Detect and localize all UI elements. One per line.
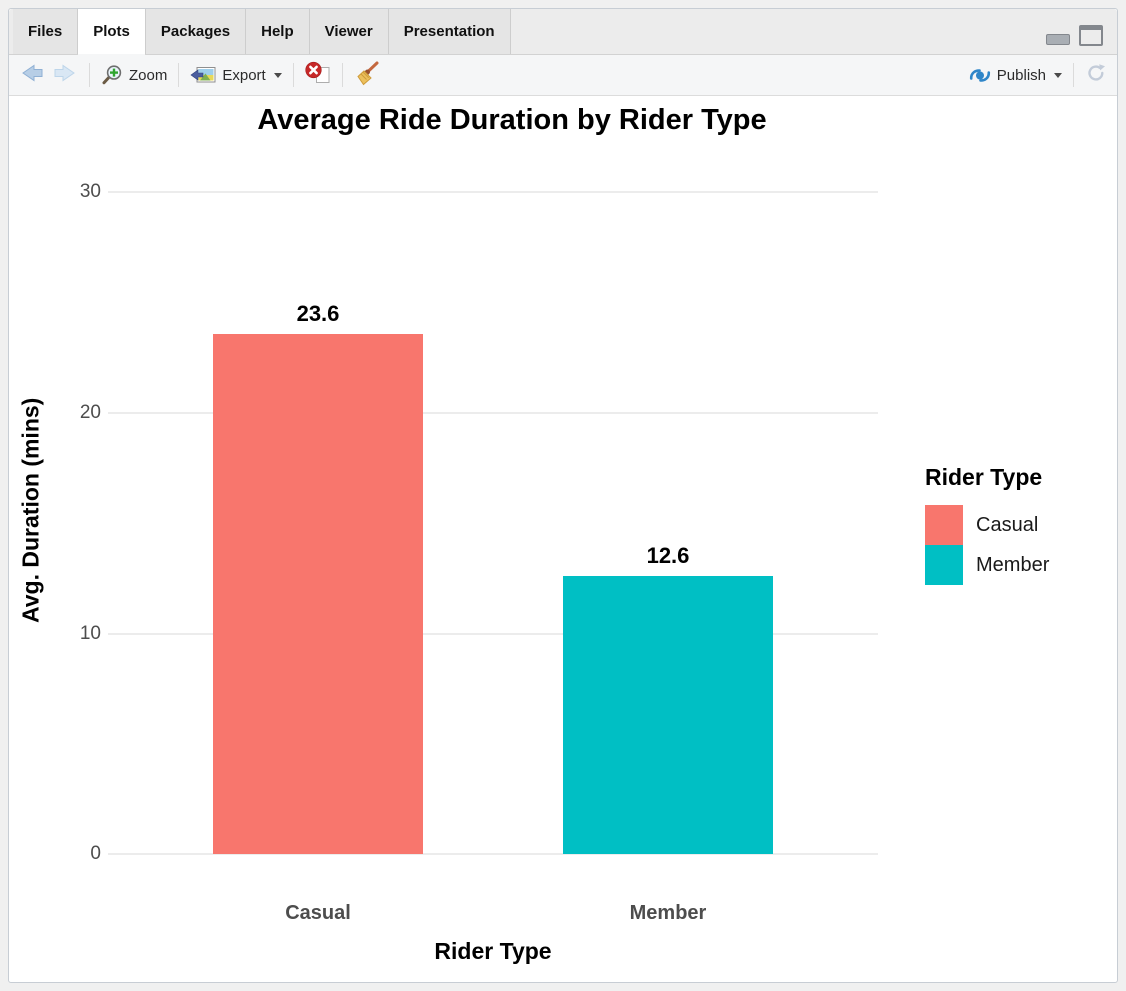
tab-packages[interactable]: Packages — [145, 9, 247, 54]
y-tick-label: 30 — [79, 181, 101, 203]
zoom-magnifier-icon — [102, 65, 122, 85]
x-axis-title: Rider Type — [434, 938, 552, 964]
x-tick-label: Casual — [285, 902, 351, 924]
plots-toolbar: Zoom Export — [9, 55, 1117, 96]
back-arrow-icon — [22, 64, 43, 82]
pane-tab-bar: Files Plots Packages Help Viewer Present… — [9, 9, 1117, 55]
publish-button[interactable]: Publish — [968, 67, 1062, 84]
broom-icon — [357, 61, 379, 86]
tab-files[interactable]: Files — [13, 9, 79, 54]
tab-help[interactable]: Help — [246, 9, 310, 54]
bar-value-label: 23.6 — [296, 300, 340, 326]
chart-title: Average Ride Duration by Rider Type — [257, 104, 767, 136]
toolbar-separator — [178, 63, 180, 87]
y-tick-label: 0 — [90, 843, 101, 864]
refresh-icon — [1088, 64, 1105, 81]
minimize-pane-icon[interactable] — [1046, 34, 1070, 45]
toolbar-right-group: Publish — [968, 62, 1107, 88]
gridline — [108, 411, 878, 414]
tab-help-label: Help — [261, 23, 294, 40]
y-axis-title: Avg. Duration (mins) — [17, 397, 44, 623]
tab-plots[interactable]: Plots — [78, 9, 146, 55]
export-dropdown-caret[interactable] — [273, 72, 282, 78]
x-axis-ticks: Casual Member — [108, 902, 878, 928]
bar-member — [563, 576, 773, 854]
legend-entry: Casual — [925, 505, 1049, 545]
zoom-button-label: Zoom — [129, 66, 168, 84]
tab-viewer-label: Viewer — [324, 23, 373, 40]
zoom-button[interactable]: Zoom — [101, 64, 167, 86]
export-button-label: Export — [222, 66, 266, 84]
tab-files-label: Files — [28, 23, 63, 40]
gridline — [108, 853, 878, 855]
y-tick-label: 10 — [79, 622, 101, 644]
remove-plot-icon — [305, 61, 330, 83]
bar-value-label: 12.6 — [646, 543, 690, 569]
refresh-plot-button[interactable] — [1085, 62, 1107, 88]
legend-entries: Casual Member — [925, 505, 1049, 585]
toolbar-separator — [1073, 63, 1074, 87]
maximize-pane-icon[interactable] — [1079, 25, 1103, 46]
export-button[interactable]: Export — [190, 65, 282, 85]
gridline — [108, 191, 878, 194]
back-plot-button[interactable] — [19, 62, 45, 88]
chart-legend: Rider Type Casual Member — [925, 464, 1049, 585]
remove-plot-button[interactable] — [305, 61, 331, 89]
bar-casual — [213, 333, 423, 854]
publish-button-label: Publish — [996, 66, 1046, 84]
legend-swatch — [925, 545, 963, 585]
clear-all-plots-button[interactable] — [354, 60, 380, 90]
legend-label: Member — [976, 553, 1050, 576]
legend-title: Rider Type — [925, 464, 1043, 490]
legend-label: Casual — [976, 513, 1039, 536]
x-tick-label: Member — [629, 902, 707, 924]
publish-icon — [969, 68, 990, 82]
plots-pane: Files Plots Packages Help Viewer Present… — [8, 8, 1118, 983]
gridline — [108, 632, 878, 635]
legend-entry: Member — [925, 545, 1049, 585]
toolbar-separator — [341, 63, 343, 87]
tab-plots-label: Plots — [93, 23, 130, 40]
toolbar-separator — [89, 63, 90, 87]
publish-dropdown-caret[interactable] — [1054, 72, 1062, 78]
y-tick-label: 20 — [79, 401, 101, 423]
legend-swatch — [925, 505, 963, 545]
export-image-icon — [190, 67, 216, 83]
tab-presentation-label: Presentation — [403, 23, 495, 40]
tab-packages-label: Packages — [160, 23, 231, 40]
toolbar-separator — [292, 63, 294, 87]
y-axis-ticks: 0 10 20 30 — [49, 166, 101, 864]
forward-arrow-icon — [54, 64, 75, 82]
tab-viewer[interactable]: Viewer — [309, 9, 389, 54]
plot-display-area: Average Ride Duration by Rider Type Avg.… — [9, 96, 1117, 982]
tab-presentation[interactable]: Presentation — [388, 9, 511, 54]
forward-plot-button[interactable] — [52, 62, 78, 88]
chart-panel: 23.6 12.6 — [108, 166, 878, 855]
